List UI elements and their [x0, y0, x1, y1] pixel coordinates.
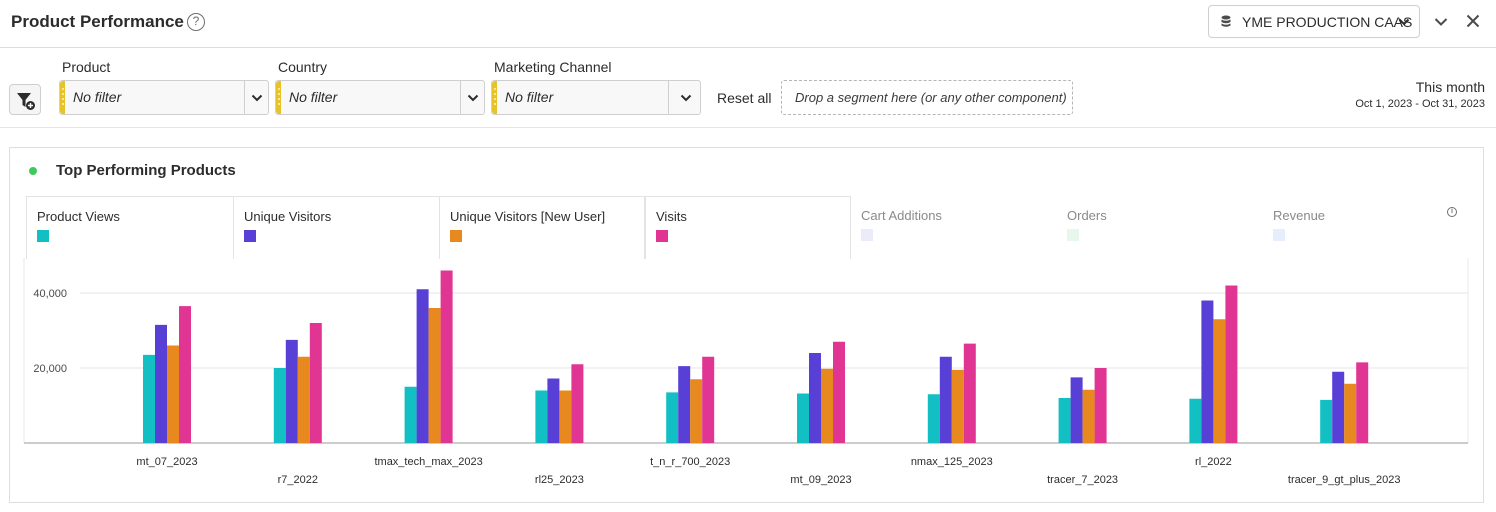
drag-handle-icon[interactable] [276, 81, 281, 114]
chevron-down-icon [467, 94, 479, 102]
legend-label: Visits [656, 209, 687, 224]
dropzone-text: Drop a segment here (or any other compon… [795, 90, 1067, 105]
close-icon[interactable] [1465, 13, 1481, 29]
date-range-title[interactable]: This month [1415, 79, 1485, 95]
panel-header: Product Performance ? YME PRODUCTION CAA… [0, 0, 1496, 48]
product-filter-dropdown[interactable]: No filter [59, 80, 269, 115]
status-dot [29, 167, 37, 175]
legend-swatch [656, 230, 668, 242]
country-filter-label: Country [278, 59, 328, 75]
legend-label: Orders [1067, 208, 1107, 223]
legend-swatch [244, 230, 256, 242]
legend-label: Unique Visitors [244, 209, 332, 224]
marketing-channel-filter-dropdown[interactable]: No filter [491, 80, 701, 115]
country-filter-dropdown[interactable]: No filter [275, 80, 485, 115]
date-range-value: Oct 1, 2023 - Oct 31, 2023 [1355, 98, 1485, 110]
legend-item-orders[interactable]: Orders [1057, 196, 1263, 259]
legend-item-revenue[interactable]: Revenue [1263, 196, 1453, 259]
legend-label: Unique Visitors [New User] [450, 209, 606, 224]
top-products-panel: Top Performing Products Product Views Un… [9, 147, 1484, 503]
dataset-selector[interactable]: YME PRODUCTION CAAS [1208, 5, 1420, 38]
legend-label: Revenue [1273, 208, 1326, 223]
filter-bar: Product No filter Country No filter Mark… [0, 48, 1496, 128]
country-filter-value: No filter [289, 89, 338, 105]
legend-item-visits[interactable]: Visits [645, 196, 851, 259]
reset-all-button[interactable]: Reset all [717, 90, 772, 106]
marketing-channel-filter-label: Marketing Channel [494, 59, 612, 75]
add-filter-button[interactable] [9, 84, 41, 115]
metric-legend: Product Views Unique Visitors Unique Vis… [26, 196, 1454, 259]
segment-dropzone[interactable]: Drop a segment here (or any other compon… [781, 80, 1073, 115]
info-icon[interactable]: i [1447, 207, 1457, 217]
panel-title: Top Performing Products [56, 162, 236, 179]
legend-item-product-views[interactable]: Product Views [26, 196, 234, 259]
divider [668, 81, 669, 114]
divider [244, 81, 245, 114]
legend-swatch [450, 230, 462, 242]
legend-swatch [37, 230, 49, 242]
drag-handle-icon[interactable] [60, 81, 65, 114]
dataset-label: YME PRODUCTION CAAS [1242, 14, 1413, 30]
legend-label: Cart Additions [861, 208, 942, 223]
product-filter-value: No filter [73, 89, 122, 105]
legend-label: Product Views [37, 209, 120, 224]
filter-add-icon [17, 93, 35, 110]
chevron-down-icon [1398, 18, 1410, 26]
drag-handle-icon[interactable] [492, 81, 497, 114]
chevron-down-icon [680, 94, 692, 102]
product-filter-label: Product [62, 59, 111, 75]
legend-swatch [1273, 229, 1285, 241]
legend-item-cart-additions[interactable]: Cart Additions [851, 196, 1057, 259]
page-title: Product Performance [11, 12, 184, 31]
legend-item-unique-visitors-new-user[interactable]: Unique Visitors [New User] [439, 196, 645, 259]
legend-item-unique-visitors[interactable]: Unique Visitors [233, 196, 440, 259]
chevron-down-icon [251, 94, 263, 102]
legend-swatch [861, 229, 873, 241]
divider [460, 81, 461, 114]
database-icon [1221, 15, 1231, 27]
help-icon[interactable]: ? [187, 13, 205, 31]
marketing-channel-filter-value: No filter [505, 89, 554, 105]
legend-swatch [1067, 229, 1079, 241]
collapse-chevron-icon[interactable] [1433, 14, 1449, 30]
